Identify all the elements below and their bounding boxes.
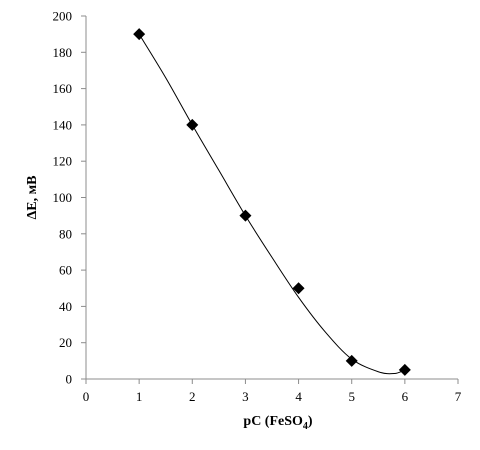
x-tick-label: 4 (295, 389, 302, 404)
y-tick-label: 120 (53, 154, 73, 169)
x-tick-label: 7 (455, 389, 462, 404)
x-axis-title-main: pC (FeSO (243, 414, 303, 429)
y-tick-label: 20 (59, 335, 72, 350)
y-tick-label: 100 (53, 190, 73, 205)
x-axis-title-close: ) (308, 414, 313, 429)
x-tick-label: 5 (348, 389, 355, 404)
y-tick-label: 80 (59, 226, 72, 241)
data-point-marker (239, 209, 252, 222)
data-points (133, 28, 411, 376)
x-tick-label: 1 (136, 389, 143, 404)
y-tick-label: 40 (59, 299, 72, 314)
x-axis-title-subscript: 4 (303, 421, 308, 432)
axes (85, 16, 458, 380)
y-tick-label: 60 (59, 263, 72, 278)
data-point-marker (398, 363, 411, 376)
data-point-marker (186, 118, 199, 131)
y-axis-title: ΔE, мВ (25, 176, 40, 220)
ticks: 0 20 40 60 80 100 120 140 160 180 200 0 1 2 3 4 5 6 7 (53, 9, 462, 405)
y-tick-label: 0 (66, 372, 73, 387)
x-tick-label: 2 (189, 389, 196, 404)
x-tick-label: 0 (83, 389, 90, 404)
x-tick-label: 6 (402, 389, 409, 404)
x-axis-title: pC (FeSO4) (243, 414, 313, 432)
data-point-marker (292, 282, 305, 295)
x-tick-label: 3 (242, 389, 249, 404)
data-point-marker (133, 28, 146, 41)
trend-curve (138, 33, 406, 375)
y-tick-label: 140 (53, 117, 73, 132)
y-tick-label: 180 (53, 45, 73, 60)
y-tick-label: 200 (53, 9, 73, 24)
data-point-marker (345, 354, 358, 367)
y-tick-label: 160 (53, 81, 73, 96)
